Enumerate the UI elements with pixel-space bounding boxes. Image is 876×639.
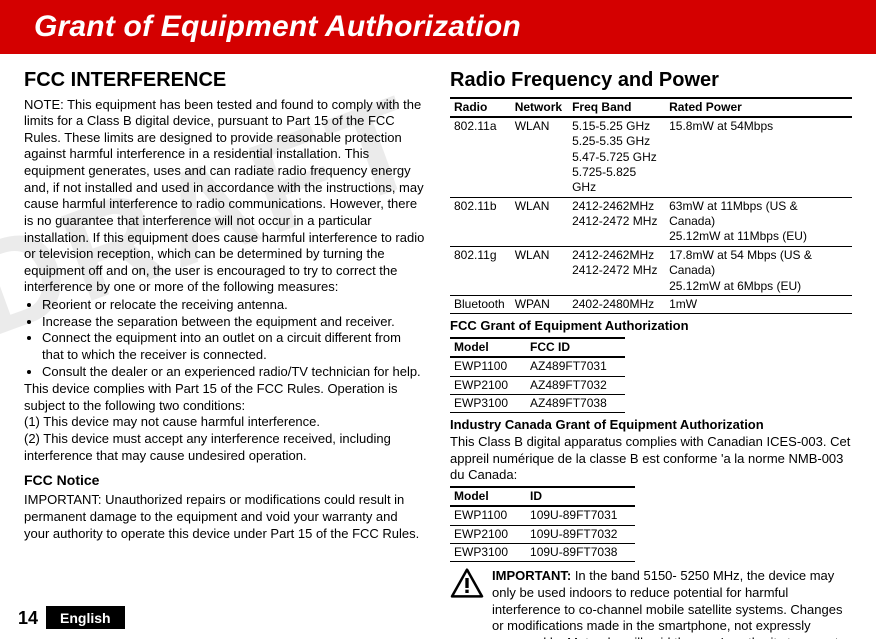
table-cell: EWP1100 [450,357,526,376]
table-cell: WLAN [511,246,568,295]
table-cell: 109U-89FT7032 [526,525,635,543]
fcc-compliance-text: This device complies with Part 15 of the… [24,381,426,414]
table-row: 802.11g WLAN 2412-2462MHz 2412-2472 MHz … [450,246,852,295]
ic-grant-table: Model ID EWP1100109U-89FT7031 EWP2100109… [450,486,635,562]
table-cell: 1mW [665,295,852,313]
fcc-notice-heading: FCC Notice [24,472,426,490]
table-cell: 802.11g [450,246,511,295]
table-cell: 802.11b [450,197,511,246]
table-cell: AZ489FT7032 [526,376,625,394]
table-cell: 2402-2480MHz [568,295,665,313]
table-cell: 109U-89FT7031 [526,506,635,525]
fcc-intro-paragraph: NOTE: This equipment has been tested and… [24,97,426,297]
right-column: Radio Frequency and Power Radio Network … [450,68,852,639]
rf-power-heading: Radio Frequency and Power [450,68,852,94]
fcc-interference-heading: FCC INTERFERENCE [24,68,426,94]
table-header: Freq Band [568,98,665,117]
table-row: EWP3100109U-89FT7038 [450,543,635,561]
table-header: FCC ID [526,338,625,357]
table-cell: EWP1100 [450,506,526,525]
table-cell: 2412-2462MHz 2412-2472 MHz [568,197,665,246]
important-label: IMPORTANT: [492,568,571,583]
table-header: Network [511,98,568,117]
important-note: IMPORTANT: In the band 5150- 5250 MHz, t… [450,568,852,639]
table-row: Bluetooth WPAN 2402-2480MHz 1mW [450,295,852,313]
fcc-measures-list: Reorient or relocate the receiving anten… [24,297,426,380]
table-cell: 15.8mW at 54Mbps [665,117,852,197]
ic-grant-heading: Industry Canada Grant of Equipment Autho… [450,417,852,434]
table-cell: 109U-89FT7038 [526,543,635,561]
fcc-grant-table: Model FCC ID EWP1100AZ489FT7031 EWP2100A… [450,337,625,413]
title-bar: Grant of Equipment Authorization [0,0,876,54]
rf-power-table: Radio Network Freq Band Rated Power 802.… [450,97,852,315]
table-row: 802.11b WLAN 2412-2462MHz 2412-2472 MHz … [450,197,852,246]
table-cell: 17.8mW at 54 Mbps (US & Canada) 25.12mW … [665,246,852,295]
table-cell: 2412-2462MHz 2412-2472 MHz [568,246,665,295]
table-header: ID [526,487,635,506]
table-row: EWP1100109U-89FT7031 [450,506,635,525]
ic-body-text: This Class B digital apparatus complies … [450,434,852,484]
table-cell: 63mW at 11Mbps (US & Canada) 25.12mW at … [665,197,852,246]
table-header: Model [450,338,526,357]
table-header: Radio [450,98,511,117]
table-header: Rated Power [665,98,852,117]
table-cell: 802.11a [450,117,511,197]
list-item: Increase the separation between the equi… [42,314,426,331]
table-row: EWP1100AZ489FT7031 [450,357,625,376]
fcc-grant-heading: FCC Grant of Equipment Authorization [450,318,852,335]
table-cell: EWP2100 [450,376,526,394]
table-cell: WLAN [511,117,568,197]
important-text: IMPORTANT: In the band 5150- 5250 MHz, t… [492,568,852,639]
list-item: Connect the equipment into an outlet on … [42,330,426,363]
list-item: Consult the dealer or an experienced rad… [42,364,426,381]
table-header: Model [450,487,526,506]
warning-icon [450,568,484,598]
page-title: Grant of Equipment Authorization [34,10,854,44]
fcc-condition-2: (2) This device must accept any interfer… [24,431,426,464]
table-row: EWP2100AZ489FT7032 [450,376,625,394]
table-cell: EWP2100 [450,525,526,543]
table-cell: WPAN [511,295,568,313]
table-cell: 5.15-5.25 GHz 5.25-5.35 GHz 5.47-5.725 G… [568,117,665,197]
table-cell: AZ489FT7038 [526,394,625,412]
left-column: FCC INTERFERENCE NOTE: This equipment ha… [24,68,426,639]
table-cell: Bluetooth [450,295,511,313]
table-cell: EWP3100 [450,394,526,412]
table-cell: AZ489FT7031 [526,357,625,376]
fcc-condition-1: (1) This device may not cause harmful in… [24,414,426,431]
fcc-notice-body: IMPORTANT: Unauthorized repairs or modif… [24,492,426,542]
table-row: EWP2100109U-89FT7032 [450,525,635,543]
table-cell: WLAN [511,197,568,246]
page-body: FCC INTERFERENCE NOTE: This equipment ha… [0,54,876,639]
list-item: Reorient or relocate the receiving anten… [42,297,426,314]
table-cell: EWP3100 [450,543,526,561]
table-row: EWP3100AZ489FT7038 [450,394,625,412]
table-row: 802.11a WLAN 5.15-5.25 GHz 5.25-5.35 GHz… [450,117,852,197]
